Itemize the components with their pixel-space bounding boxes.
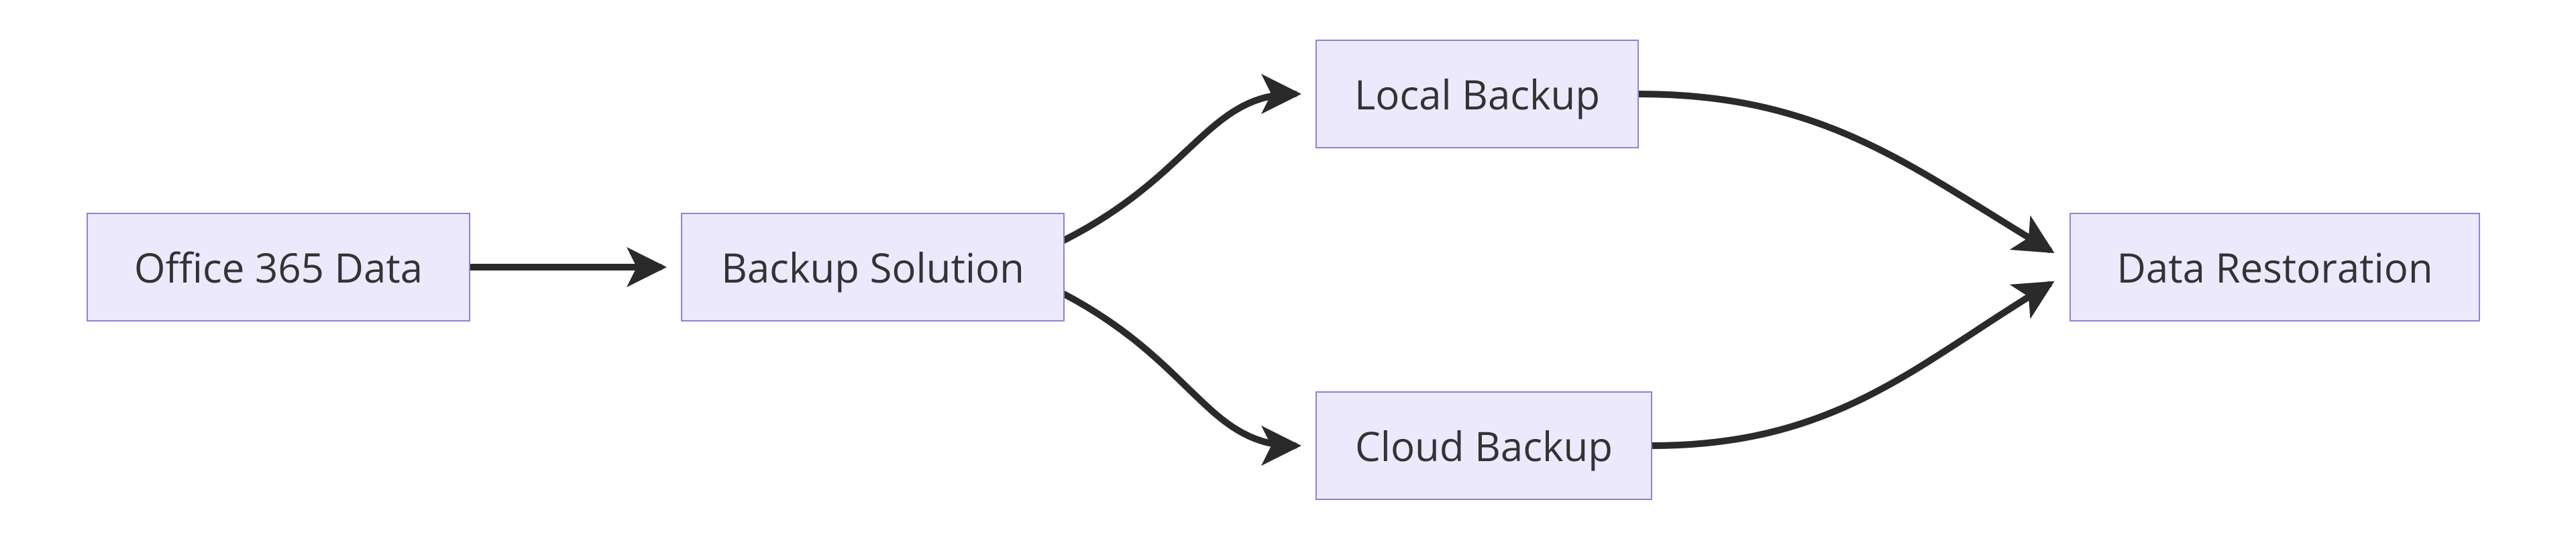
flowchart-canvas: Office 365 Data Backup Solution Local Back… xyxy=(0,0,2576,541)
edge-local-to-restore xyxy=(1638,94,2049,250)
edge-backup-to-cloud xyxy=(1064,294,1295,446)
node-restore: Data Restoration xyxy=(2070,213,2479,321)
nodes-group: Office 365 Data Backup Solution Local Back… xyxy=(87,40,2479,499)
node-local: Local Backup xyxy=(1316,40,1638,148)
node-label-restore: Data Restoration xyxy=(2116,240,2432,295)
node-label-backup: Backup Solution xyxy=(721,240,1024,295)
node-label-cloud: Cloud Backup xyxy=(1355,418,1613,473)
edge-cloud-to-restore xyxy=(1652,285,2049,446)
node-backup: Backup Solution xyxy=(682,213,1064,321)
edge-backup-to-local xyxy=(1064,94,1295,240)
node-label-local: Local Backup xyxy=(1354,66,1600,121)
node-office365: Office 365 Data xyxy=(87,213,470,321)
node-label-office365: Office 365 Data xyxy=(134,240,423,295)
node-cloud: Cloud Backup xyxy=(1316,392,1652,499)
